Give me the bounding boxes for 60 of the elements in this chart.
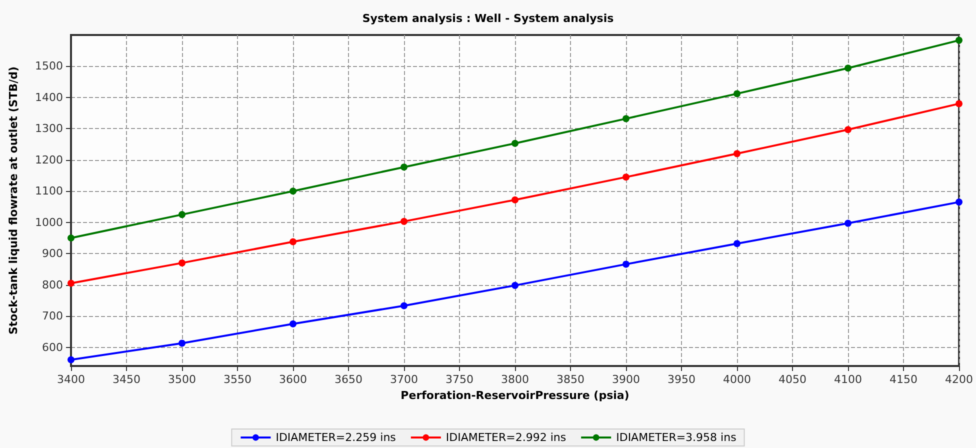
y-tick-label: 1000 [35,216,63,229]
point [178,259,186,266]
point [400,218,408,225]
x-tick-label: 3550 [224,373,252,386]
x-tick-label: 4000 [723,373,751,386]
x-tick-label: 3500 [168,373,196,386]
point [290,320,296,328]
y-tick-label: 1200 [35,153,63,166]
point [512,196,518,204]
point [734,90,740,98]
point [844,220,852,227]
point [68,356,74,364]
y-tick-label: 1100 [35,184,63,198]
point [290,188,296,195]
point [622,174,630,181]
x-tick-label: 3800 [501,373,529,386]
point [734,150,740,158]
x-tick-label: 3900 [612,373,640,386]
point [622,115,630,122]
point [956,100,963,108]
y-tick-label: 800 [42,278,63,292]
legend-label: IDIAMETER=2.259 ins [276,431,396,444]
y-axis-title: Stock-tank liquid flowrate at outlet (STB/d) [7,66,20,335]
point [400,302,408,310]
x-tick-label: 4200 [945,373,974,386]
point [512,140,518,147]
point [956,198,963,206]
legend-label: IDIAMETER=3.958 ins [616,431,737,444]
y-tick-label: 1400 [35,90,63,104]
x-tick-label: 3750 [446,373,474,386]
point [512,282,518,289]
point [178,211,186,218]
y-tick-label: 1500 [35,60,63,73]
x-tick-label: 4100 [834,373,862,386]
y-tick-label: 900 [42,247,63,260]
y-tick-label: 600 [42,340,63,354]
y-tick-label: 1300 [35,122,63,136]
point [178,340,186,347]
point [290,238,296,246]
point [622,260,630,268]
x-tick-label: 3400 [57,373,85,386]
point [68,234,74,242]
y-tick-label: 700 [42,310,63,323]
point [956,36,963,44]
point [68,280,74,287]
legend-label: IDIAMETER=2.992 ins [446,431,566,444]
x-tick-label: 3450 [112,373,140,386]
x-axis-title: Perforation-ReservoirPressure (psia) [400,389,630,402]
point [734,240,740,248]
x-tick-label: 3600 [279,373,307,386]
point [400,164,408,171]
x-tick-label: 4050 [778,373,806,386]
x-tick-label: 3850 [556,373,584,386]
chart-title: System analysis : Well - System analysis [362,12,614,25]
point [844,126,852,134]
x-tick-label: 4150 [890,373,918,386]
x-tick-label: 3650 [334,373,362,386]
x-tick-label: 3950 [668,373,696,386]
x-tick-label: 3700 [390,373,418,386]
point [844,64,852,72]
